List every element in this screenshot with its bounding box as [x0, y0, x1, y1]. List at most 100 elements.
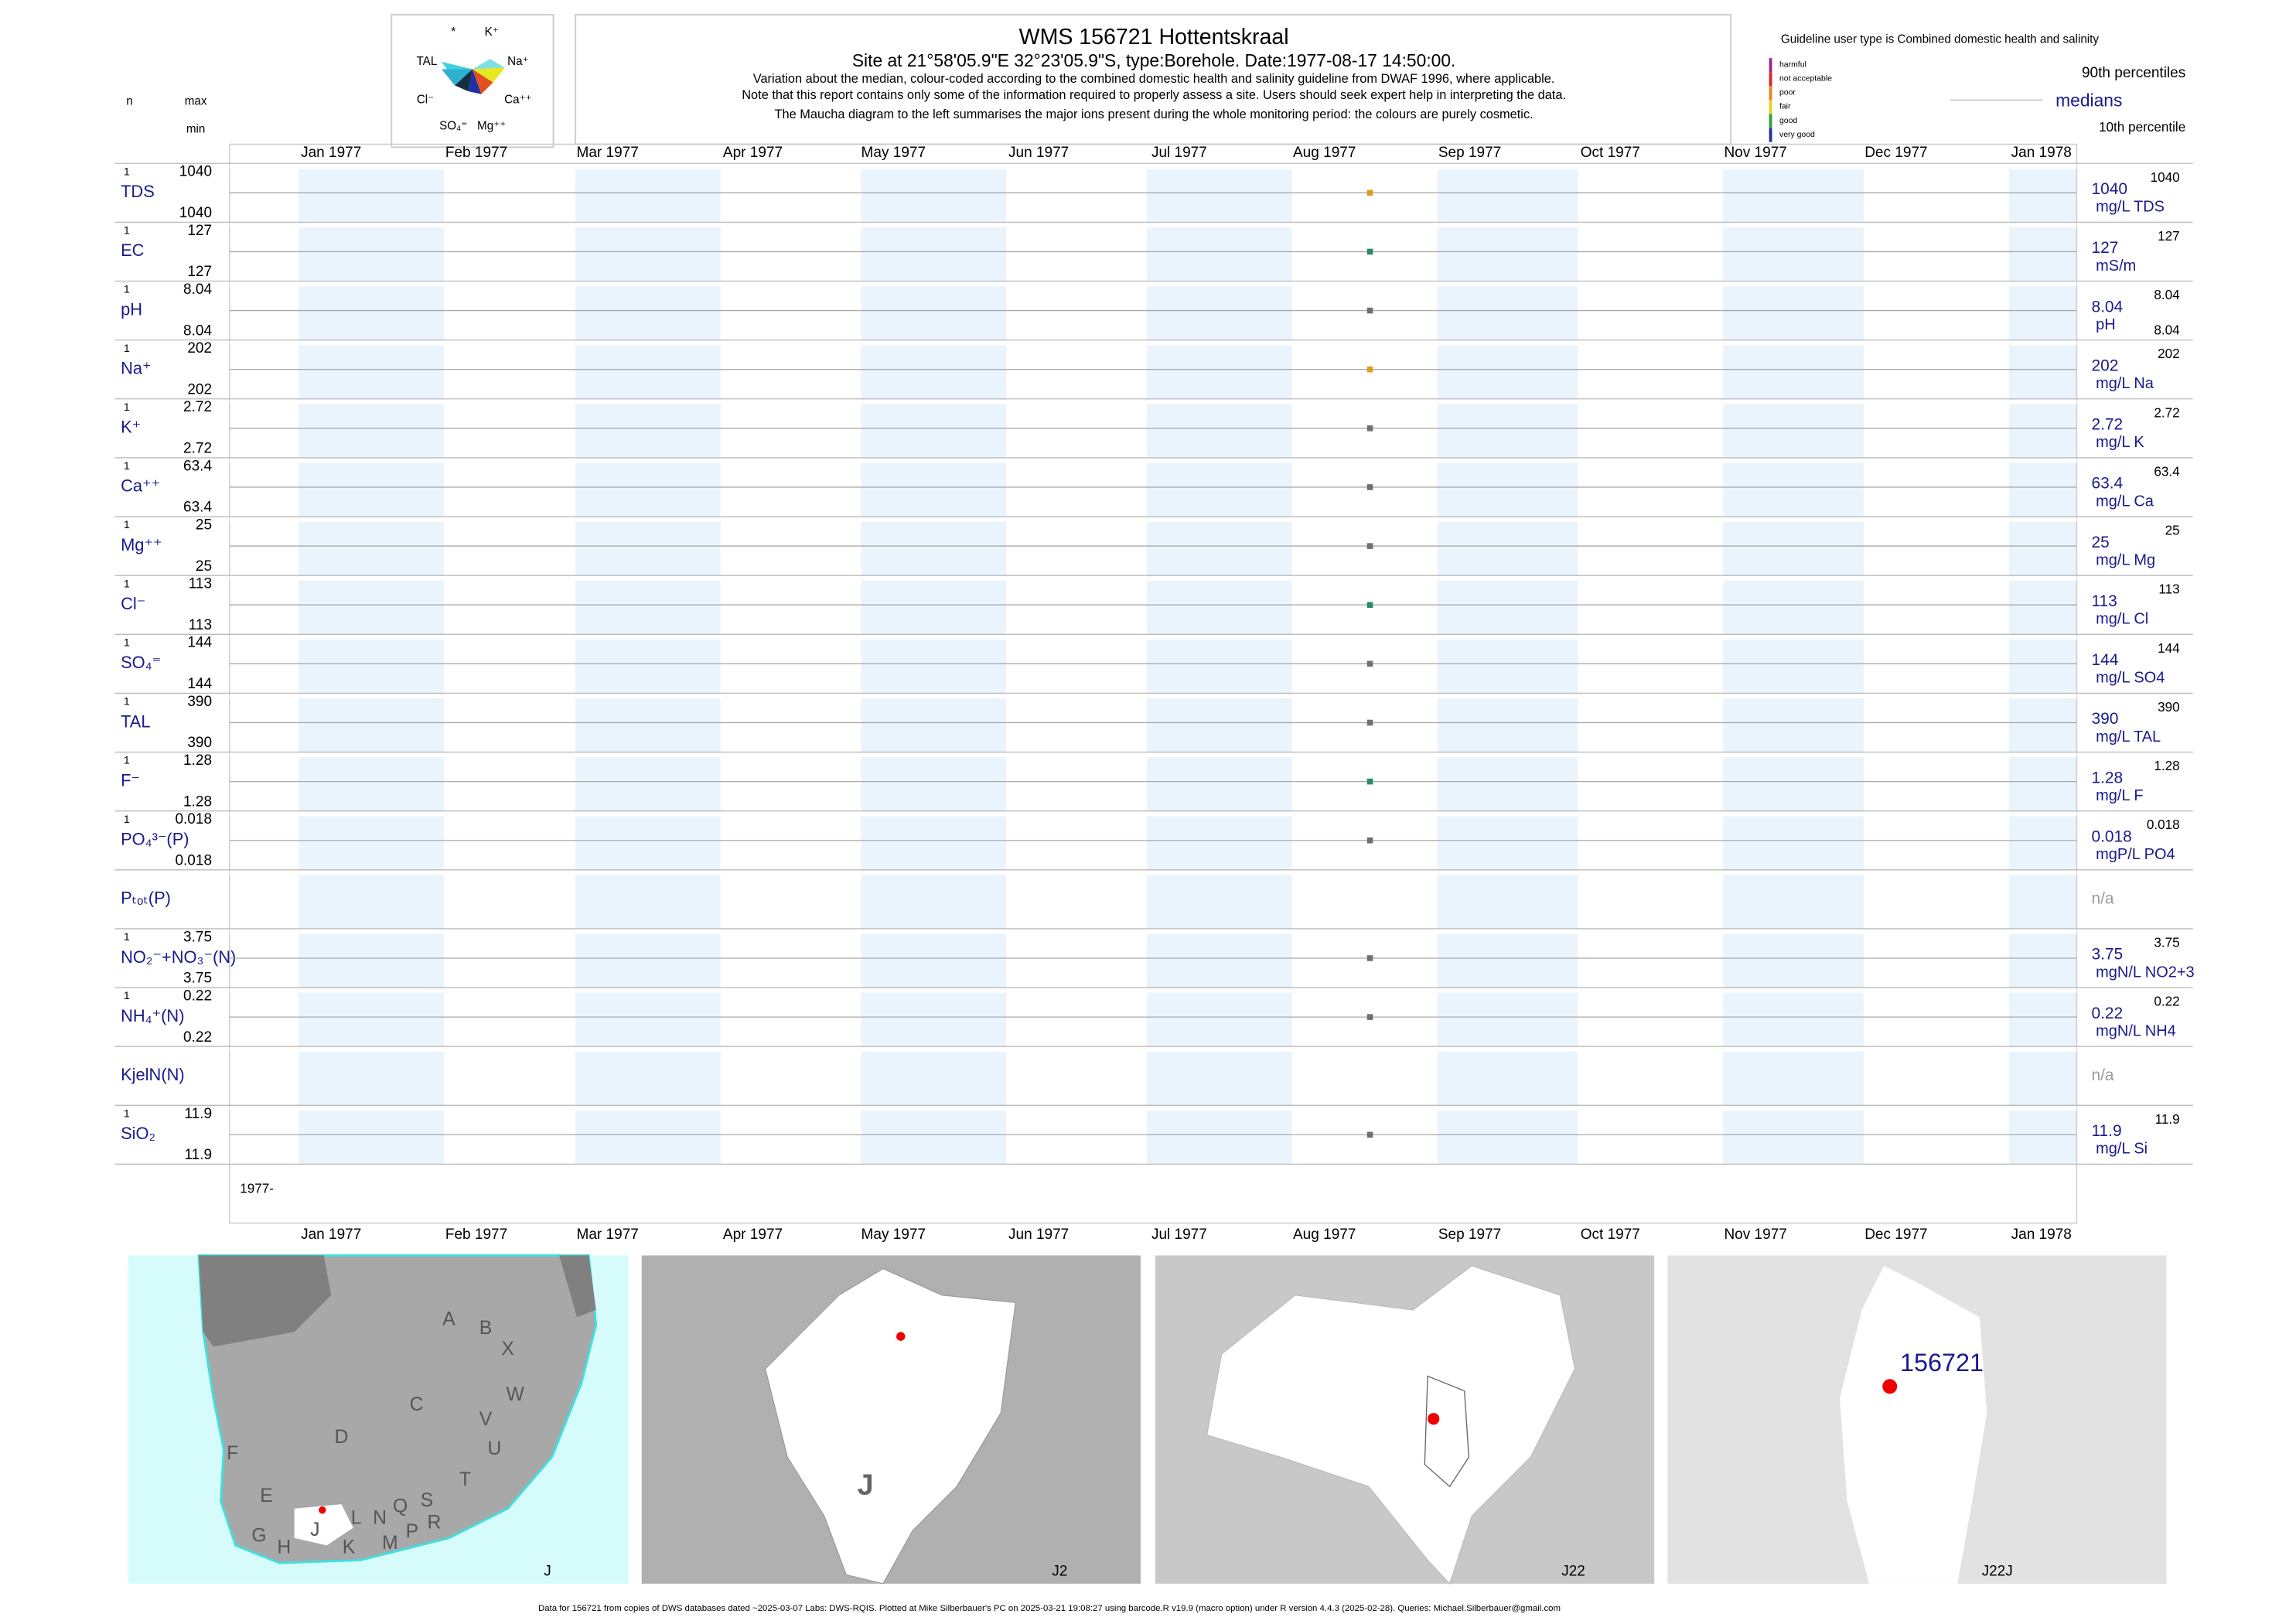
- footer: Data for 156721 from copies of DWS datab…: [538, 1604, 1561, 1613]
- map-highlight: [294, 1504, 353, 1546]
- median-value: 1.28: [2091, 769, 2123, 786]
- guideline-class: poor: [1779, 89, 1796, 97]
- month-label: Jan 1977: [301, 1227, 361, 1243]
- column-n: n: [126, 94, 132, 107]
- month-label: Feb 1977: [445, 1227, 507, 1243]
- unit-label: mg/L Cl: [2096, 611, 2148, 628]
- median-value: 8.04: [2091, 298, 2123, 316]
- parameter-label: TAL: [121, 711, 151, 731]
- row-gap: [229, 811, 2077, 817]
- max-value: 113: [189, 576, 212, 592]
- p90-value: 11.9: [2155, 1112, 2180, 1127]
- p90-value: 63.4: [2154, 464, 2180, 479]
- month-label: Nov 1977: [1724, 145, 1786, 161]
- month-label: Sep 1977: [1438, 1227, 1501, 1243]
- sample-point: [1366, 1131, 1373, 1138]
- n-value: 1: [124, 1107, 130, 1120]
- maucha-label: *: [451, 26, 455, 39]
- parameter-label: NH₄⁺(N): [121, 1006, 184, 1025]
- guideline-class: harmful: [1779, 61, 1806, 70]
- min-value: 2.72: [183, 441, 212, 457]
- p90-value: 0.018: [2147, 817, 2180, 832]
- map-subcatchment: [1424, 1375, 1470, 1488]
- median-value: 63.4: [2091, 475, 2123, 493]
- title: WMS 156721 Hottentskraal: [1019, 25, 1289, 49]
- unit-label: mgP/L PO4: [2096, 846, 2175, 863]
- site-marker: [319, 1506, 326, 1514]
- map-foreign: [559, 1255, 596, 1318]
- month-label: Jul 1977: [1151, 145, 1207, 161]
- parameter-label: EC: [121, 241, 144, 260]
- maucha-label: K⁺: [485, 26, 499, 39]
- month-label: Aug 1977: [1293, 1227, 1356, 1243]
- month-label: Mar 1977: [577, 1227, 639, 1243]
- region-label: U: [488, 1438, 502, 1459]
- n-value: 1: [124, 519, 130, 531]
- parameter-label: Na⁺: [121, 358, 152, 377]
- row-gap: [229, 870, 2077, 875]
- parameter-label: PO₄³⁻(P): [121, 830, 189, 849]
- n-value: 1: [124, 931, 130, 943]
- map-foreign: [198, 1255, 332, 1347]
- n-value: 1: [124, 165, 130, 178]
- region-label: P: [406, 1521, 419, 1542]
- map-label: J2: [1052, 1564, 1067, 1580]
- median-value: 0.018: [2091, 827, 2131, 845]
- subtitle: Site at 21°58'05.9"E 32°23'05.9"S, type:…: [852, 50, 1456, 70]
- unit-label: mg/L Si: [2096, 1141, 2148, 1158]
- min-value: 1.28: [183, 793, 212, 810]
- parameter-label: TDS: [121, 182, 155, 201]
- guideline-class: fair: [1779, 103, 1791, 111]
- month-label: Apr 1977: [723, 1227, 783, 1243]
- parameter-label: NO₂⁻+NO₃⁻(N): [121, 947, 236, 967]
- month-band: [575, 169, 721, 1165]
- median-value: 202: [2091, 357, 2118, 374]
- month-label: Dec 1977: [1864, 145, 1927, 161]
- row-gap: [229, 164, 2077, 169]
- parameter-label: pH: [121, 299, 142, 319]
- plot-frame: [229, 143, 2078, 1224]
- parameter-label: KjelN(N): [121, 1065, 185, 1084]
- month-label: Oct 1977: [1581, 1227, 1640, 1243]
- map-catchment: [1840, 1265, 1987, 1584]
- month-band: [1723, 169, 1864, 1165]
- month-band: [299, 169, 445, 1165]
- year-label: 1977-: [240, 1181, 274, 1196]
- p90-value: 1040: [2151, 170, 2180, 185]
- guideline-class: good: [1779, 117, 1797, 125]
- sample-point: [1366, 778, 1373, 785]
- min-value: 113: [189, 617, 212, 633]
- n-value: 1: [124, 578, 130, 590]
- sample-point: [1366, 425, 1373, 432]
- n-value: 1: [124, 814, 130, 826]
- min-value: 390: [187, 735, 212, 751]
- maucha-label: Mg⁺⁺: [477, 120, 506, 133]
- median-value: 1040: [2091, 180, 2127, 198]
- row-gap: [229, 1106, 2077, 1111]
- row-gap: [229, 399, 2077, 404]
- region-label: J: [310, 1520, 319, 1540]
- region-label: W: [506, 1384, 524, 1405]
- median-value: 113: [2091, 592, 2117, 610]
- p90-value: 25: [2165, 524, 2180, 538]
- maucha-label: TAL: [417, 55, 438, 68]
- parameter-label: K⁺: [121, 418, 141, 437]
- max-value: 0.22: [183, 988, 212, 1005]
- site-label: 156721: [1900, 1349, 1984, 1377]
- region-label: F: [227, 1443, 238, 1464]
- p90-value: 113: [2158, 582, 2179, 597]
- max-value: 11.9: [184, 1106, 212, 1122]
- parameter-label: SO₄⁼: [121, 653, 161, 672]
- month-label: Jul 1977: [1151, 1227, 1207, 1243]
- sample-point: [1366, 307, 1373, 314]
- unit-label: mgN/L NO2+3: [2096, 964, 2194, 981]
- month-label: May 1977: [861, 145, 926, 161]
- p90-value: 127: [2158, 229, 2180, 244]
- row-gap: [229, 929, 2077, 934]
- row-gap: [229, 223, 2077, 228]
- median-value: 11.9: [2091, 1122, 2121, 1140]
- map-land: [197, 1254, 598, 1564]
- maucha-petal: [455, 69, 473, 92]
- median-value: n/a: [2091, 889, 2113, 907]
- region-label: B: [479, 1318, 493, 1339]
